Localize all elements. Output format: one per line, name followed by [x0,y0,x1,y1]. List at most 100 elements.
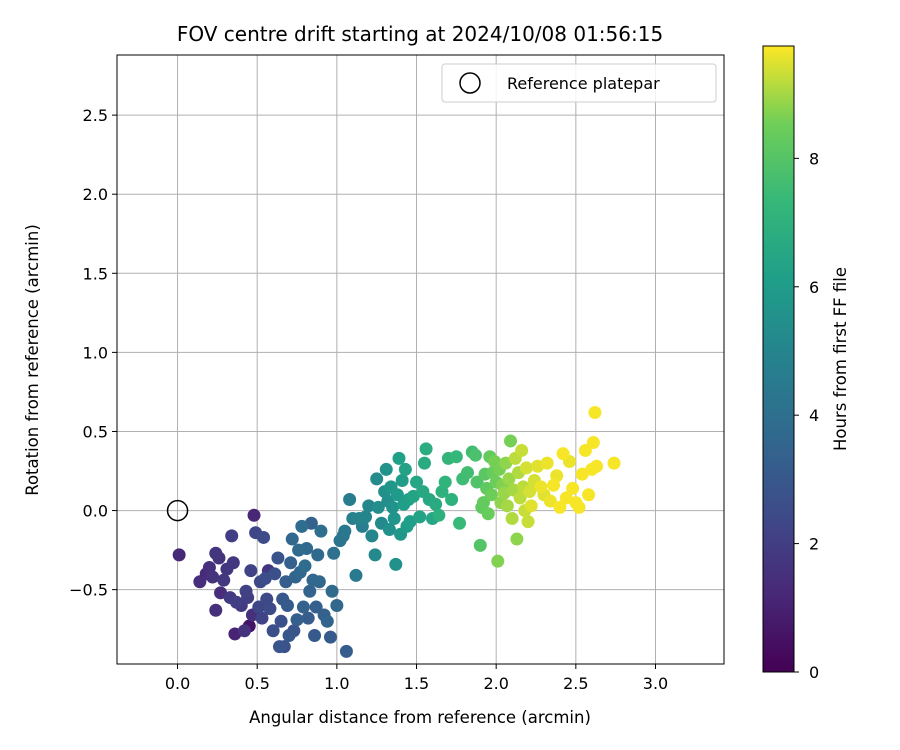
data-point [311,548,325,562]
data-point [586,436,600,450]
x-tick-label: 0.5 [244,674,269,693]
data-point [290,613,304,627]
colorbar-ticks: 0 2 4 6 8 [794,149,819,682]
data-point [410,475,424,489]
data-point [392,451,406,465]
data-point [556,447,570,461]
data-point [371,500,385,514]
data-point [417,456,431,470]
data-point [209,603,223,617]
data-point [513,491,527,505]
data-point [582,488,596,502]
data-point [312,575,326,589]
data-point [432,508,446,522]
data-point [523,485,537,499]
data-point [244,564,258,578]
x-tick-label: 2.0 [483,674,508,693]
data-point [229,595,243,609]
data-point [476,496,490,510]
data-point [237,624,251,638]
data-point [540,456,554,470]
data-point [296,600,310,614]
x-tick-label: 1.5 [404,674,429,693]
data-point [295,519,309,533]
data-point [285,532,299,546]
data-point [349,568,363,582]
colorbar-tick-label: 4 [809,406,819,425]
data-point [419,442,433,456]
data-point [273,640,287,654]
data-point [484,488,498,502]
data-point [429,497,443,511]
plot-frame [116,54,725,665]
data-point [504,434,518,448]
y-tick-label: 2.5 [83,106,108,125]
data-point [505,511,519,525]
data-point [468,448,482,462]
data-point [172,548,186,562]
data-point [386,500,400,514]
data-point [588,405,602,419]
data-point [368,548,382,562]
data-point [390,488,404,502]
data-point [193,575,207,589]
y-axis-label: Rotation from reference (arcmin) [23,224,42,496]
legend: Reference platepar [441,63,717,103]
data-point [284,556,298,570]
y-tick-label: 0.5 [83,422,108,441]
data-point [343,492,357,506]
data-point [413,510,427,524]
data-point [515,443,529,457]
data-point [547,478,561,492]
data-point [521,515,535,529]
x-tick-label: 0.0 [165,674,190,693]
data-point [359,510,373,524]
data-point [470,475,484,489]
data-point [209,546,223,560]
data-point [553,500,567,514]
data-point [519,461,533,475]
legend-label: Reference platepar [507,74,660,93]
data-point [252,600,266,614]
data-point [382,523,396,537]
data-point [263,602,277,616]
data-point [370,472,384,486]
data-point [362,499,376,513]
colorbar-tick-label: 2 [809,535,819,554]
data-point [280,598,294,612]
data-point [330,598,344,612]
y-tick-label: 2.0 [83,185,108,204]
x-axis-ticks: 0.0 0.5 1.0 1.5 2.0 2.5 3.0 [165,664,668,693]
data-point [206,570,220,584]
data-point [460,466,474,480]
data-point [303,584,317,598]
chart-title: FOV centre drift starting at 2024/10/08 … [177,22,663,46]
legend-box [441,63,717,103]
data-point [502,472,516,486]
reference-platepar-marker [166,499,189,522]
data-point [510,532,524,546]
data-point [308,629,322,643]
data-point [266,624,280,638]
data-point [500,499,514,513]
data-point [320,614,334,628]
colorbar-tick-label: 0 [809,663,819,682]
x-tick-label: 3.0 [643,674,668,693]
colorbar-gradient [762,45,795,673]
data-point [257,530,271,544]
data-point [327,546,341,560]
data-point [225,529,239,543]
y-tick-label: 0.0 [83,502,108,521]
x-axis-label: Angular distance from reference (arcmin) [249,708,591,727]
data-point [453,516,467,530]
data-point [226,556,240,570]
y-tick-label: −0.5 [69,581,108,600]
data-point [217,573,231,587]
data-point [309,600,323,614]
data-point [282,629,296,643]
data-point [365,529,379,543]
data-point [387,511,401,525]
data-point [395,474,409,488]
colorbar-tick-label: 8 [809,149,819,168]
